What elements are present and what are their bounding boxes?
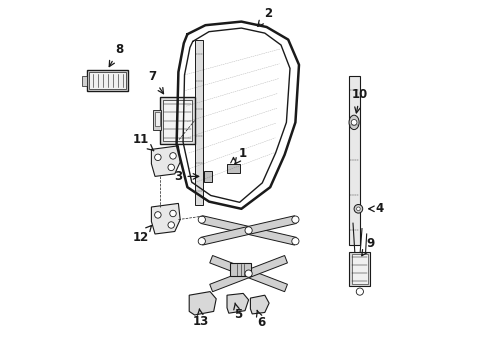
Polygon shape xyxy=(201,216,296,245)
Text: 13: 13 xyxy=(193,309,209,328)
Polygon shape xyxy=(210,256,288,292)
Polygon shape xyxy=(250,295,269,314)
Circle shape xyxy=(351,120,357,125)
Circle shape xyxy=(168,164,174,171)
Polygon shape xyxy=(189,292,216,315)
Circle shape xyxy=(170,153,176,159)
Circle shape xyxy=(170,210,176,217)
Text: 2: 2 xyxy=(258,7,272,26)
Bar xyxy=(351,254,368,284)
Text: 9: 9 xyxy=(362,237,374,256)
Text: 8: 8 xyxy=(109,43,123,67)
Text: 4: 4 xyxy=(368,202,384,215)
Ellipse shape xyxy=(349,115,359,130)
Circle shape xyxy=(245,270,252,277)
Circle shape xyxy=(168,222,174,228)
Polygon shape xyxy=(151,203,180,234)
Circle shape xyxy=(356,288,364,295)
Circle shape xyxy=(198,238,205,245)
Text: 1: 1 xyxy=(235,147,247,164)
Bar xyxy=(82,76,87,86)
Text: 7: 7 xyxy=(148,70,164,94)
Circle shape xyxy=(155,212,161,218)
Circle shape xyxy=(354,204,363,213)
Bar xyxy=(204,171,212,182)
Bar xyxy=(227,164,240,173)
Bar xyxy=(196,40,203,205)
Text: 10: 10 xyxy=(352,88,368,113)
Bar xyxy=(89,72,126,89)
Text: 11: 11 xyxy=(132,133,154,151)
Polygon shape xyxy=(151,146,180,176)
Text: 3: 3 xyxy=(174,170,199,183)
Text: 5: 5 xyxy=(234,303,242,321)
Bar xyxy=(230,263,251,276)
Bar xyxy=(349,76,360,245)
Polygon shape xyxy=(201,216,296,245)
Polygon shape xyxy=(210,256,288,292)
Circle shape xyxy=(198,216,205,223)
Text: 6: 6 xyxy=(256,310,265,329)
Bar xyxy=(349,252,370,286)
Bar xyxy=(163,100,192,141)
Circle shape xyxy=(292,216,299,223)
Text: 12: 12 xyxy=(132,226,151,244)
Bar xyxy=(153,110,161,130)
Polygon shape xyxy=(227,293,248,313)
Circle shape xyxy=(357,207,360,211)
Bar xyxy=(155,112,160,126)
Bar xyxy=(160,97,195,144)
Bar xyxy=(87,70,128,91)
Circle shape xyxy=(155,154,161,161)
Circle shape xyxy=(245,227,252,234)
Circle shape xyxy=(292,238,299,245)
